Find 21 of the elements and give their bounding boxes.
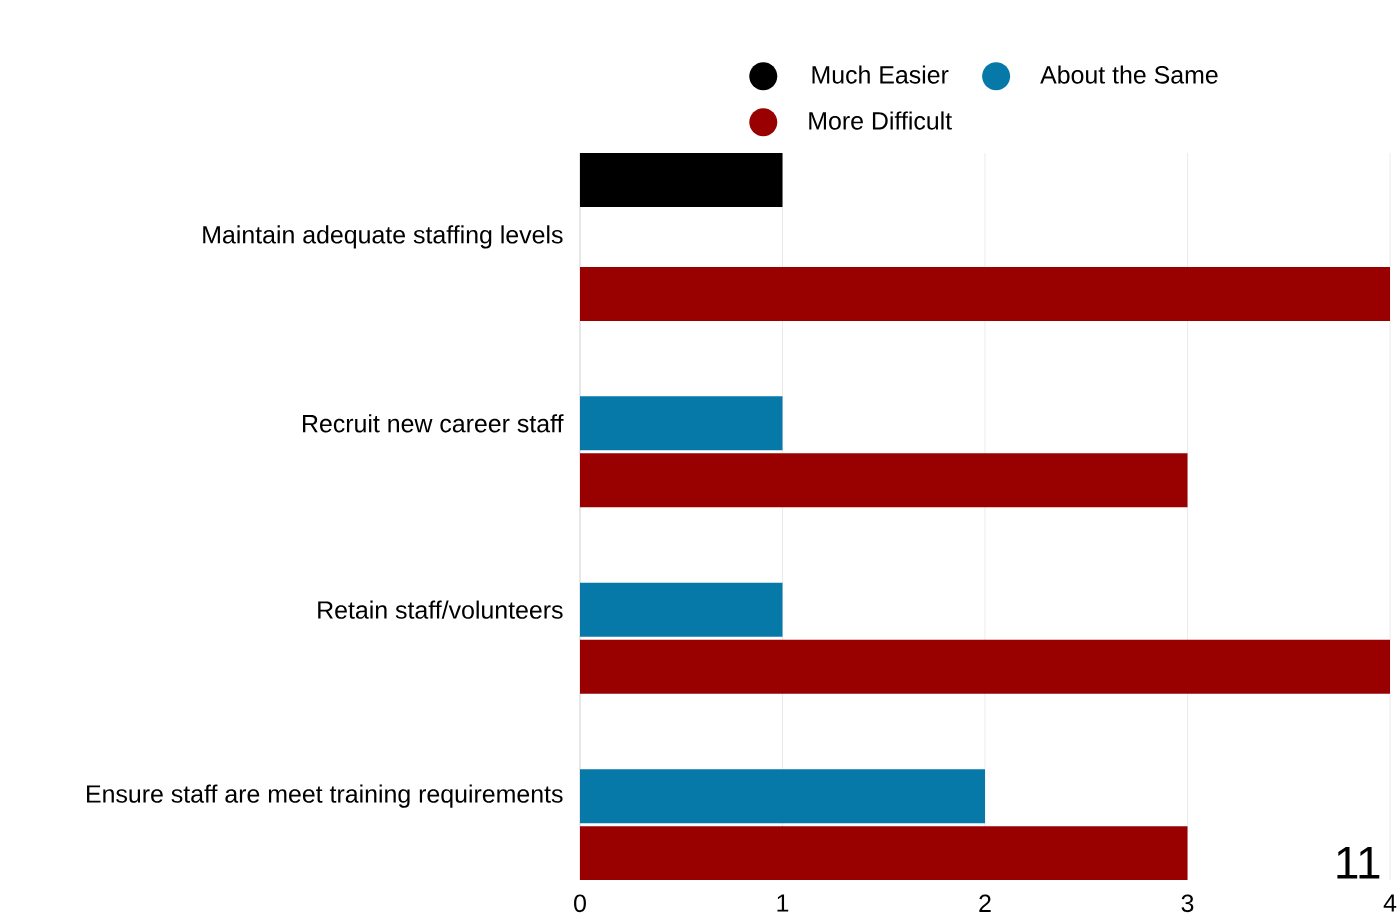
legend-label: Much Easier bbox=[812, 65, 949, 84]
x-tick-label: 3 bbox=[1181, 894, 1194, 913]
legend-label: About the Same bbox=[1040, 65, 1218, 84]
x-tick-label: 0 bbox=[574, 894, 586, 913]
bar bbox=[580, 396, 783, 451]
bar bbox=[580, 826, 1188, 881]
x-tick-label: 4 bbox=[1383, 894, 1397, 912]
bar bbox=[580, 639, 1391, 694]
bar bbox=[580, 266, 1391, 321]
y-tick-label: Maintain adequate staffing levels bbox=[203, 225, 563, 249]
y-tick-label: Retain staff/volunteers bbox=[318, 600, 563, 619]
bar bbox=[580, 153, 783, 207]
y-tick-label: Ensure staff are meet training requirements bbox=[87, 784, 563, 808]
legend-label: More Difficult bbox=[809, 111, 952, 130]
x-tick-label: 1 bbox=[777, 894, 789, 912]
bar bbox=[580, 453, 1188, 508]
x-tick-label: 2 bbox=[979, 894, 991, 912]
y-tick-label: Recruit new career staff bbox=[303, 414, 564, 433]
annotation: 11 bbox=[1337, 846, 1380, 879]
bar bbox=[580, 582, 783, 637]
bar bbox=[580, 769, 986, 824]
